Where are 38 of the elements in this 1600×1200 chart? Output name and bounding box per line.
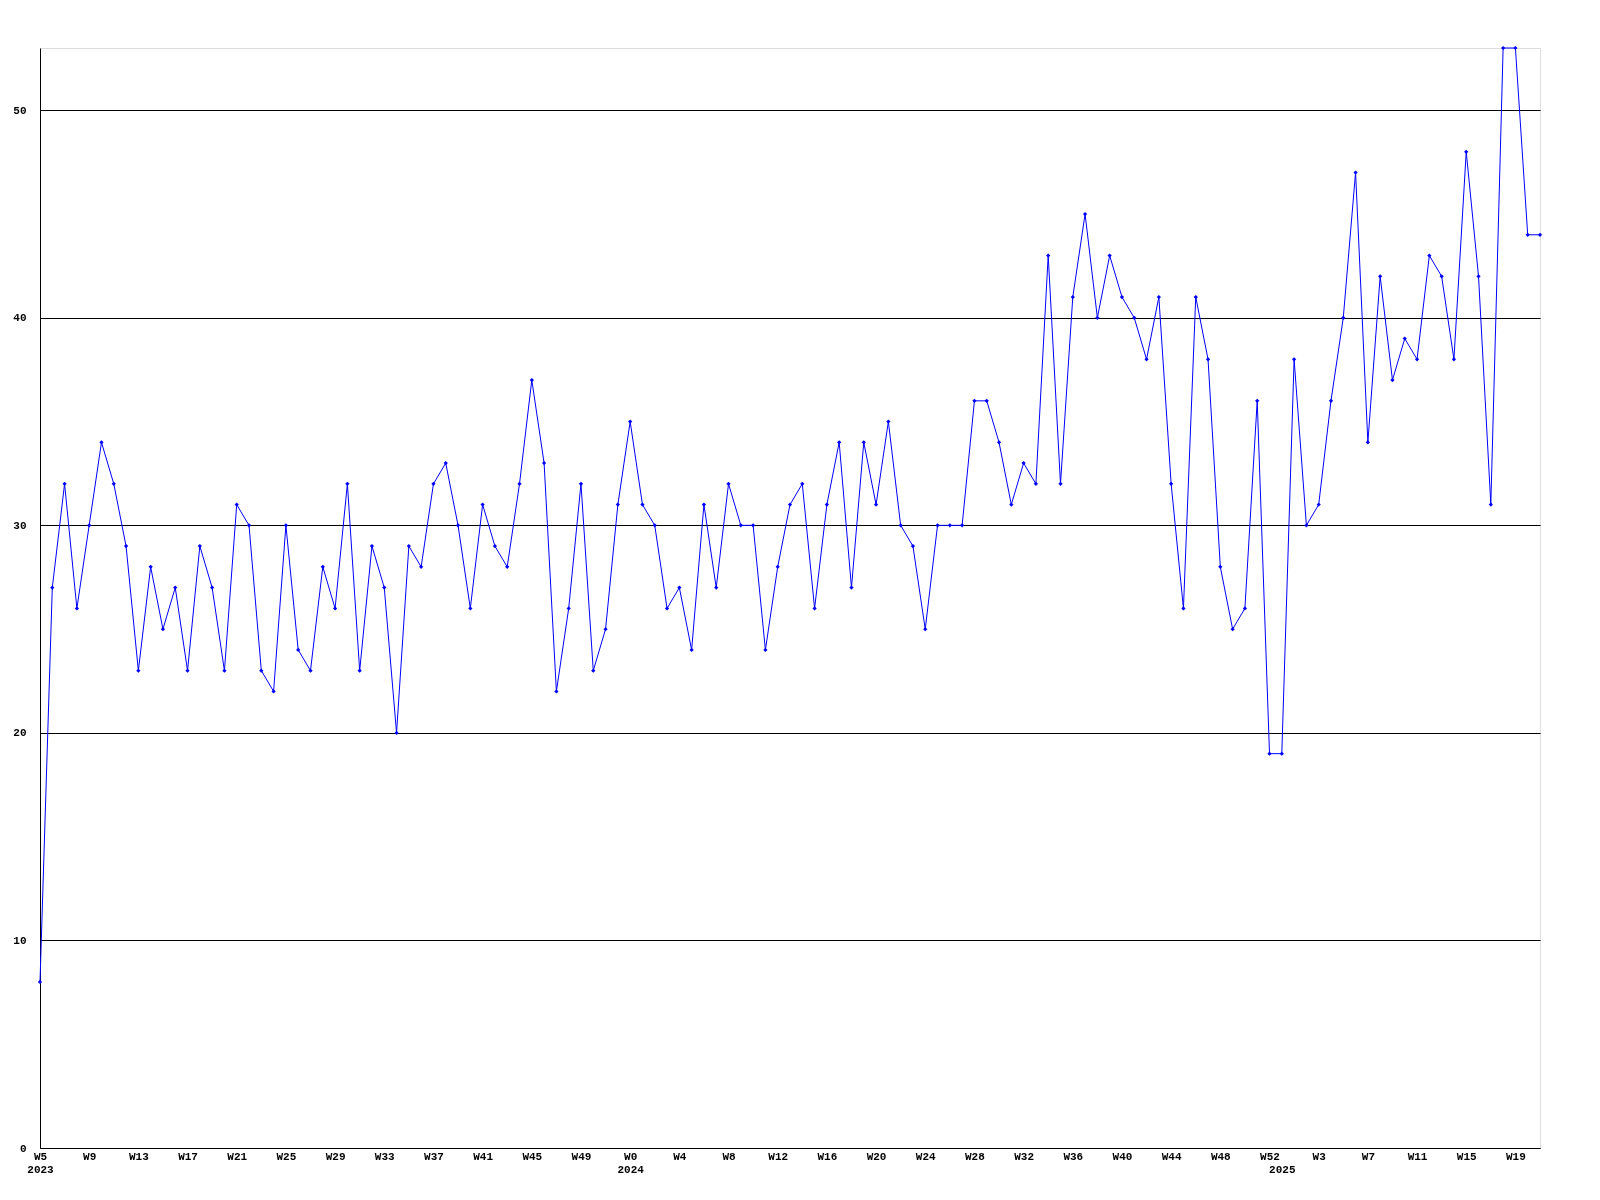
y-tick-label: 40 <box>13 312 27 325</box>
x-tick-label: W32 <box>1014 1150 1035 1163</box>
x-tick-label: W17 <box>178 1150 198 1163</box>
y-tick-label: 30 <box>13 519 27 532</box>
x-tick-label: W4 <box>673 1150 687 1163</box>
x-tick-label: W25 <box>276 1150 297 1163</box>
x-tick-label: W29 <box>325 1150 346 1163</box>
x-tick-label: W3 <box>1312 1150 1327 1163</box>
x-tick-label: W33 <box>374 1150 396 1163</box>
x-tick-label: W45 <box>522 1150 543 1163</box>
x-tick-label: 2025 <box>1269 1163 1296 1176</box>
x-tick-label: W11 <box>1407 1150 1428 1163</box>
x-tick-label: W44 <box>1161 1150 1182 1163</box>
x-tick-label: W40 <box>1112 1150 1133 1163</box>
x-tick-label: W36 <box>1063 1150 1084 1163</box>
x-tick-label: W15 <box>1456 1150 1478 1163</box>
x-tick-label: W48 <box>1210 1150 1232 1163</box>
x-tick-label: W8 <box>722 1150 737 1163</box>
x-tick-label: W49 <box>571 1150 592 1163</box>
x-tick-label: W16 <box>817 1150 838 1163</box>
x-tick-label: W19 <box>1506 1150 1526 1163</box>
x-tick-label: W24 <box>915 1150 937 1163</box>
y-tick-label: 0 <box>19 1142 27 1155</box>
x-tick-label: W0 2024 <box>617 1150 645 1176</box>
x-tick-label: W13 <box>128 1150 150 1163</box>
x-tick-label: W41 <box>473 1150 494 1163</box>
x-tick-label: W52 <box>1260 1150 1280 1163</box>
x-tick-label: W20 <box>866 1150 887 1163</box>
y-tick-label: 50 <box>13 104 27 117</box>
x-tick-label: W37 <box>424 1150 444 1163</box>
x-tick-label: W12 <box>768 1150 789 1163</box>
y-tick-label: 10 <box>13 934 27 947</box>
x-tick-label: W21 <box>227 1150 248 1163</box>
x-tick-label: W5 2023 <box>27 1150 55 1176</box>
x-tick-label: W7 <box>1361 1150 1375 1163</box>
x-tick-label: W28 <box>965 1150 986 1163</box>
x-tick-label: W9 <box>83 1150 97 1163</box>
y-tick-label: 20 <box>13 727 27 740</box>
